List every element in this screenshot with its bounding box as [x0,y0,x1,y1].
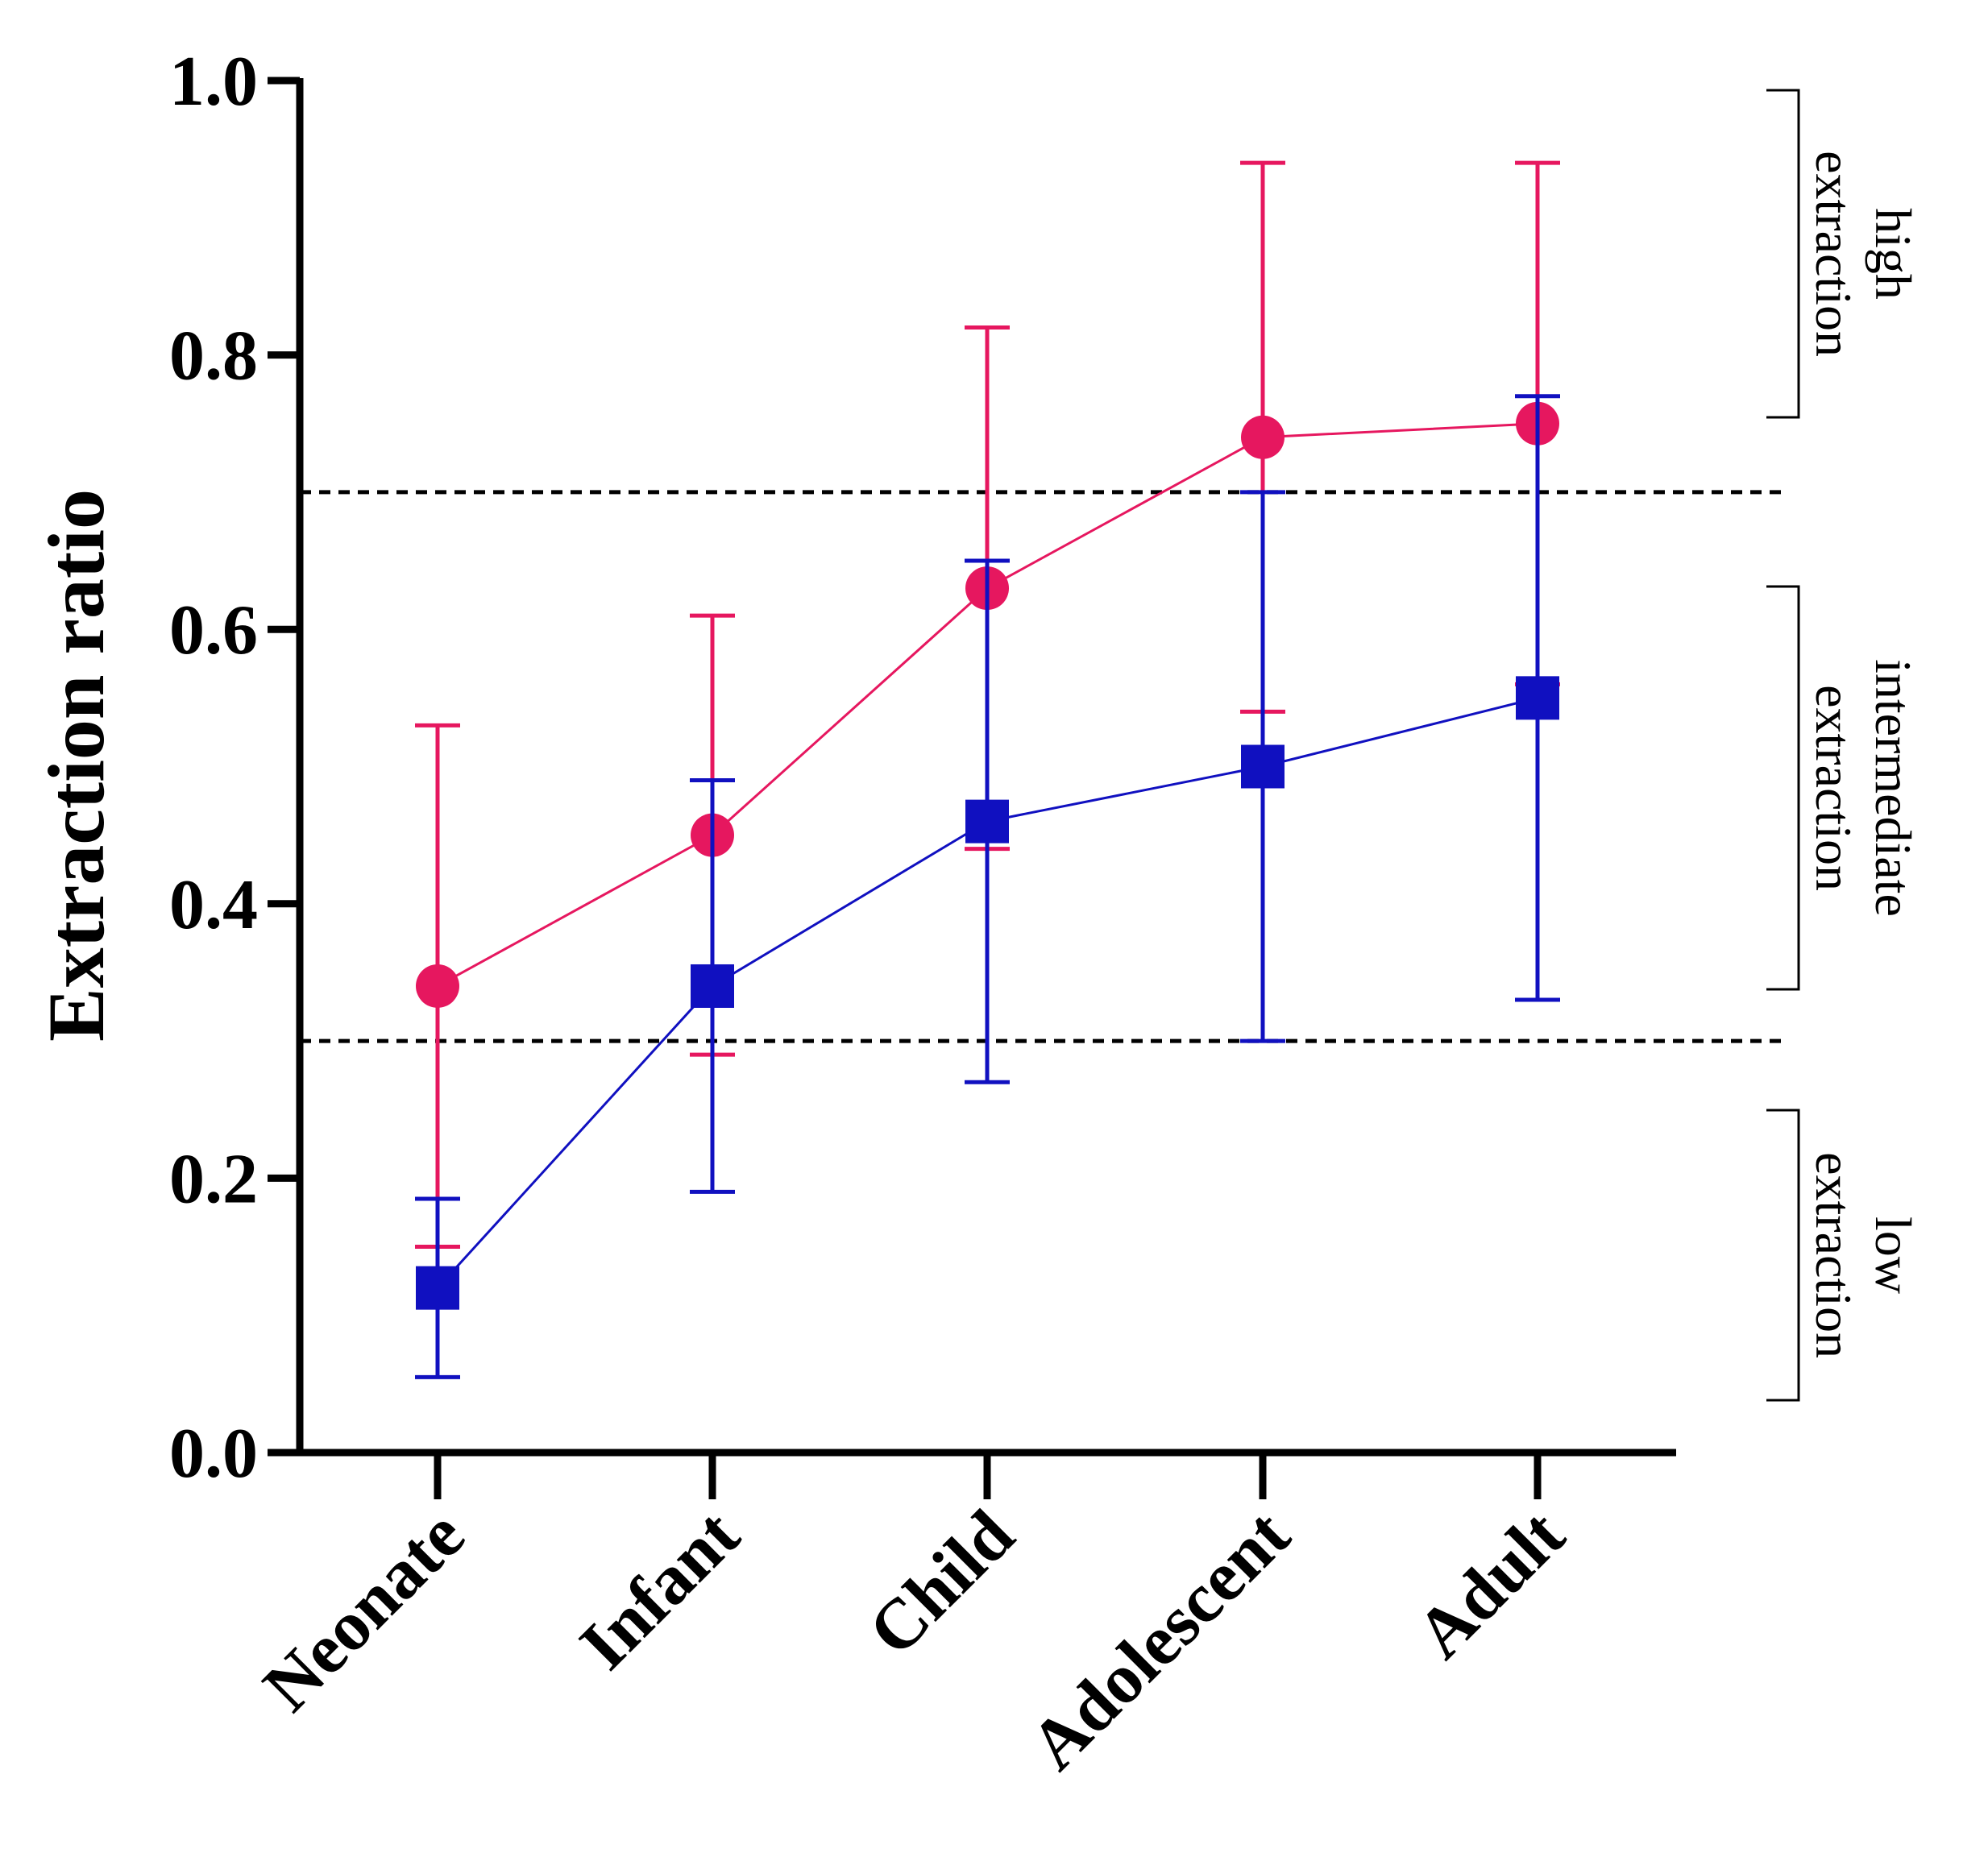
data-point-square [416,1266,459,1310]
y-tick-label: 0.8 [169,317,258,396]
region-label: intermediate [1865,659,1922,917]
series-blue-squares [415,394,1560,1379]
y-tick-label: 1.0 [169,43,258,121]
data-point-circle [416,964,459,1008]
x-tick-label: Adolescent [1015,1496,1305,1785]
data-point-square [1516,676,1559,720]
x-tick-label: Neonate [249,1496,479,1726]
data-point-square [691,964,734,1008]
x-tick-label: Child [854,1496,1029,1671]
y-tick-label: 0.0 [169,1415,258,1493]
axes: 0.0 0.2 0.4 0.6 0.8 1.0 Neonate Infant ChildAdol… [169,43,1676,1784]
region-label: extraction [1805,685,1862,891]
region-bracket [1766,585,1800,991]
region-brackets: highextractionintermediateextractionlowe… [1766,89,1922,1402]
data-point-square [965,799,1009,844]
y-tick-label: 0.6 [169,591,258,669]
region-bracket [1766,89,1800,419]
data-point-circle [1241,415,1285,459]
reference-lines [300,490,1785,1043]
y-tick-label: 0.2 [169,1140,258,1218]
region-label: extraction [1805,151,1862,357]
x-tick-label: Infant [566,1496,755,1685]
y-axis-title: Extraction ratio [31,489,121,1042]
y-tick-label: 0.4 [169,866,258,944]
x-tick-label: Adult [1401,1496,1579,1674]
region-label: low [1865,1217,1922,1294]
region-bracket [1766,1109,1800,1402]
region-label: high [1865,208,1922,300]
series-layer [415,160,1560,1379]
region-label: extraction [1805,1152,1862,1358]
data-point-square [1241,744,1285,789]
